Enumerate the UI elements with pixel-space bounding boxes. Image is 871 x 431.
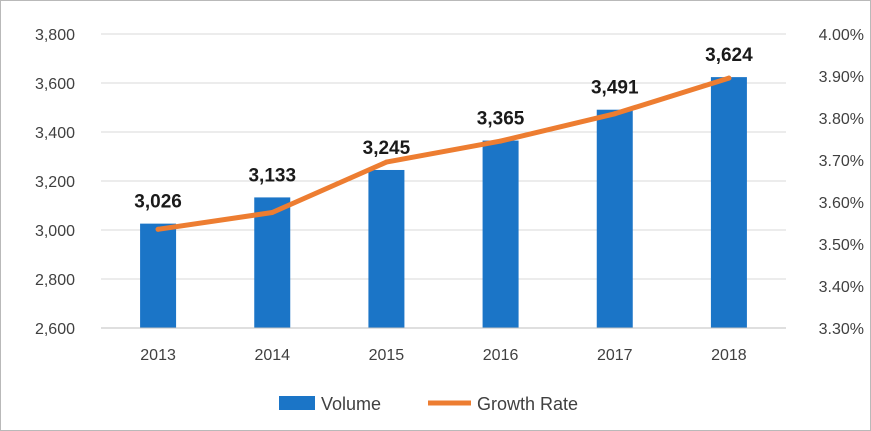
volume-data-label: 3,245 xyxy=(363,138,411,159)
growth-rate-line xyxy=(155,75,732,232)
legend-label-growth-rate: Growth Rate xyxy=(477,394,578,414)
y-left-tick-label: 2,800 xyxy=(35,272,75,289)
volume-bar xyxy=(482,140,519,328)
x-tick-label: 2015 xyxy=(369,347,405,364)
y-right-tick-label: 3.30% xyxy=(819,321,864,338)
y-right-tick-label: 3.90% xyxy=(819,69,864,86)
y-left-tick-label: 3,400 xyxy=(35,125,75,142)
y-right-tick-label: 3.50% xyxy=(819,237,864,254)
y-right-tick-label: 3.70% xyxy=(819,153,864,170)
y-left-tick-label: 3,200 xyxy=(35,174,75,191)
y-right-tick-label: 3.60% xyxy=(819,195,864,212)
x-tick-label: 2016 xyxy=(483,347,519,364)
growth-rate-point xyxy=(612,111,618,117)
y-right-tick-label: 4.00% xyxy=(819,27,864,44)
volume-data-label: 3,624 xyxy=(705,45,753,66)
volume-data-label: 3,491 xyxy=(591,78,639,99)
x-tick-label: 2014 xyxy=(254,347,290,364)
y-right-tick-label: 3.40% xyxy=(819,279,864,296)
volume-data-label: 3,133 xyxy=(248,165,296,186)
y-right-tick-label: 3.80% xyxy=(819,111,864,128)
legend-label-volume: Volume xyxy=(321,394,381,414)
growth-rate-point xyxy=(155,226,161,232)
growth-rate-point xyxy=(498,138,504,144)
x-tick-label: 2018 xyxy=(711,347,747,364)
volume-bar xyxy=(710,77,747,329)
growth-rate-point xyxy=(269,210,275,215)
volume-bar xyxy=(596,109,633,328)
y-left-tick-label: 3,800 xyxy=(35,27,75,44)
x-tick-label: 2013 xyxy=(140,347,176,364)
volume-bar xyxy=(140,223,177,328)
volume-data-label: 3,365 xyxy=(477,109,525,130)
y-left-tick-label: 2,600 xyxy=(35,321,75,338)
legend-swatch-volume xyxy=(279,396,315,410)
x-tick-label: 2017 xyxy=(597,347,633,364)
y-left-tick-label: 3,000 xyxy=(35,223,75,240)
y-left-tick-label: 3,600 xyxy=(35,76,75,93)
volume-data-label: 3,026 xyxy=(134,192,182,213)
growth-rate-point xyxy=(383,159,389,165)
volume-bar xyxy=(254,197,291,328)
growth-rate-point xyxy=(726,75,732,81)
volume-bar xyxy=(368,169,405,328)
